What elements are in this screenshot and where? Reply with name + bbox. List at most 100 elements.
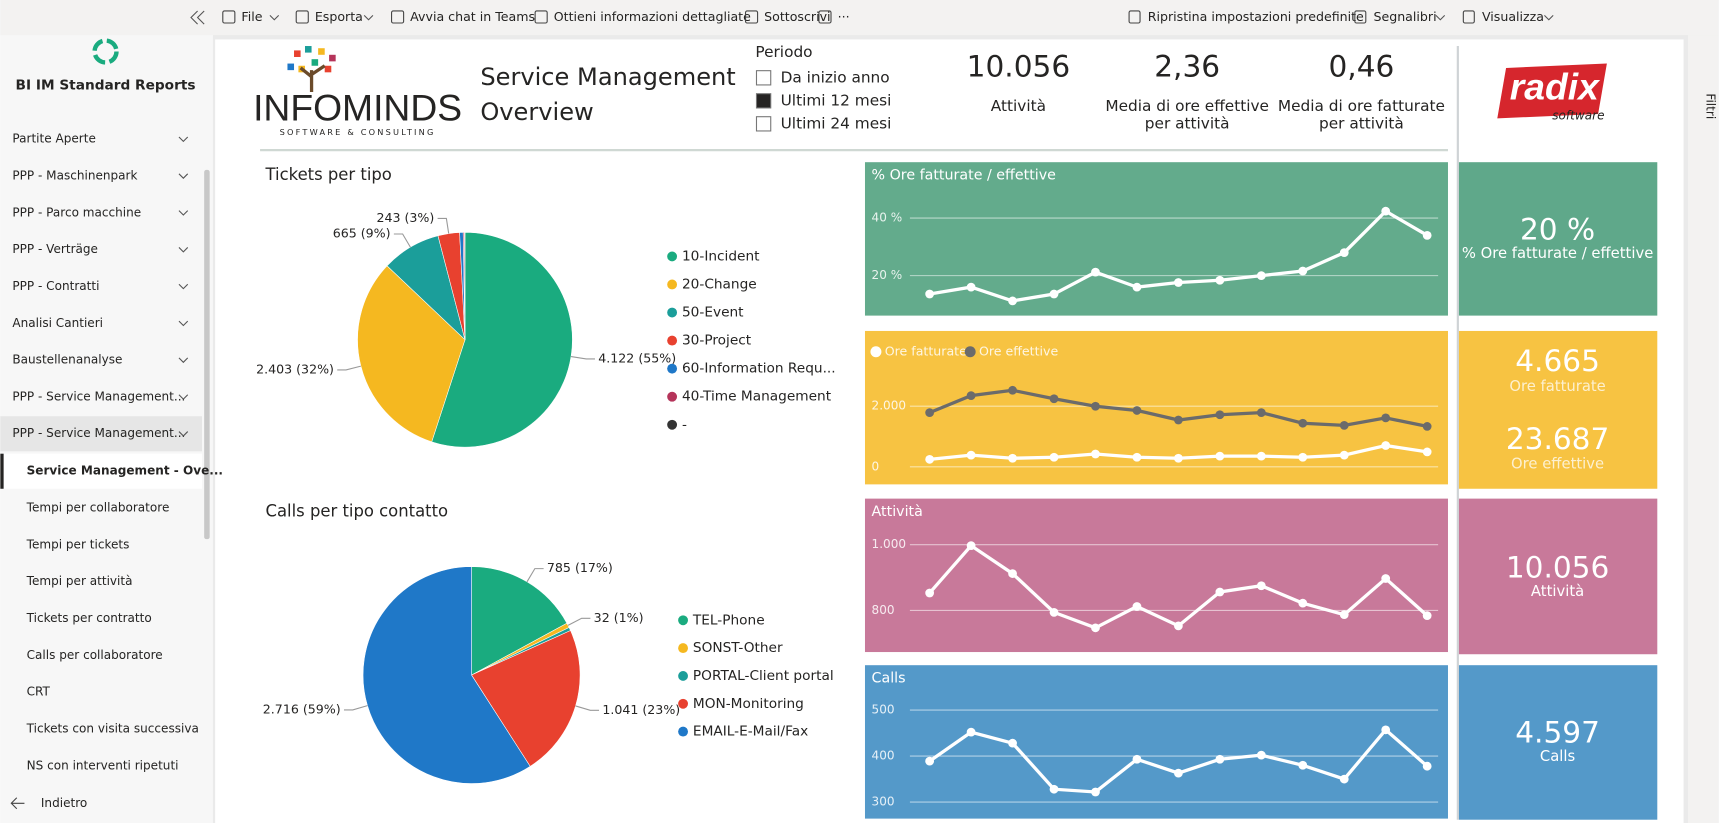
nav-section[interactable]: Baustellenanalyse — [12, 353, 122, 367]
nav-section[interactable]: PPP - Service Management... — [12, 389, 185, 403]
legend-label[interactable]: EMAIL-E-Mail/Fax — [693, 724, 808, 740]
toolbar-item[interactable]: Avvia chat in Teams — [410, 9, 535, 24]
legend-label[interactable]: 50-Event — [682, 305, 744, 321]
slicer-option[interactable]: Ultimi 12 mesi — [781, 91, 892, 109]
toolbar-icon — [295, 10, 309, 24]
nav-page[interactable]: NS con interventi ripetuti — [27, 758, 179, 772]
nav-section[interactable]: PPP - Maschinenpark — [12, 168, 137, 182]
nav-back[interactable]: Indietro — [41, 796, 87, 810]
line-point — [1049, 607, 1059, 617]
legend-label[interactable]: 10-Incident — [682, 248, 760, 264]
nav-page[interactable]: Calls per collaboratore — [27, 648, 163, 662]
nav-section[interactable]: PPP - Contratti — [12, 279, 99, 293]
legend-marker — [667, 335, 678, 346]
line-point — [1132, 602, 1142, 611]
legend-label[interactable]: 40-Time Management — [682, 389, 832, 405]
filters-label[interactable]: Filtri — [1703, 93, 1717, 119]
data-label: 2.716 (59%) — [263, 701, 341, 716]
legend-label[interactable]: SONST-Other — [693, 640, 783, 656]
toolbar-item[interactable]: Visualizza — [1482, 9, 1544, 24]
chart-panel — [864, 498, 1448, 653]
legend-label[interactable]: 30-Project — [682, 333, 752, 349]
leader-line — [437, 217, 450, 234]
legend-label[interactable]: - — [682, 417, 687, 433]
toolbar-icon — [744, 10, 759, 24]
toolbar-item[interactable]: Sottoscrivi — [764, 9, 830, 24]
logo-text: INFOMINDS — [253, 87, 462, 129]
nav-section[interactable]: PPP - Parco macchine — [12, 205, 141, 219]
nav-section[interactable]: PPP - Service Management... — [12, 426, 185, 440]
chart-title: Attività — [872, 504, 923, 520]
legend-marker — [667, 279, 678, 290]
toolbar-item[interactable]: Segnalibri — [1373, 9, 1436, 24]
line-point — [1049, 394, 1059, 404]
slicer-box[interactable] — [755, 116, 772, 132]
toolbar-item[interactable]: File — [241, 9, 262, 24]
legend-label[interactable]: 60-Information Requ... — [682, 361, 836, 377]
legend-label[interactable]: Ore fatturate — [885, 343, 967, 358]
slicer-option[interactable]: Ultimi 24 mesi — [781, 114, 892, 132]
line-point — [1256, 408, 1266, 417]
kpi-label: Attività — [991, 97, 1046, 115]
leader-line — [393, 233, 411, 248]
kpi-label: per attività — [1319, 114, 1404, 132]
slicer-box[interactable] — [755, 70, 772, 86]
legend-marker — [667, 251, 678, 262]
toolbar-item[interactable]: Ripristina impostazioni predefinite — [1148, 9, 1364, 24]
line-point — [1298, 760, 1308, 770]
chevron — [178, 210, 189, 216]
nav-active-bar — [0, 453, 4, 489]
chart-panel — [864, 665, 1448, 819]
y-tick-label: 0 — [872, 459, 880, 473]
slicer-option[interactable]: Da inizio anno — [781, 68, 890, 86]
chart-title: Tickets per tipo — [265, 165, 392, 184]
line-point — [1132, 282, 1142, 292]
line-point — [1008, 385, 1017, 395]
line-point — [1174, 621, 1183, 631]
line-point — [966, 391, 976, 400]
nav-page[interactable]: Tempi per attività — [26, 574, 133, 588]
chevron — [363, 14, 374, 21]
legend-label[interactable]: MON-Monitoring — [693, 696, 804, 712]
line-point — [1215, 587, 1225, 597]
line-point — [1008, 569, 1017, 578]
nav-page[interactable]: Tempi per collaboratore — [26, 501, 170, 515]
nav-section[interactable]: PPP - Verträge — [12, 242, 98, 256]
data-label: 665 (9%) — [333, 226, 391, 241]
line-point — [925, 588, 935, 598]
legend-label[interactable]: 20-Change — [682, 276, 757, 292]
toolbar-item[interactable]: ··· — [838, 9, 850, 24]
legend-label[interactable]: PORTAL-Client portal — [693, 668, 834, 684]
line-point — [1132, 452, 1142, 462]
card-label: Calls — [1540, 748, 1575, 765]
line-point — [1215, 754, 1225, 764]
nav-section[interactable]: Partite Aperte — [12, 132, 95, 146]
line-point — [1132, 406, 1142, 415]
line-point — [1339, 610, 1349, 620]
nav-page[interactable]: Tickets per contratto — [26, 611, 152, 625]
line-point — [1298, 452, 1308, 462]
legend-label[interactable]: Ore effettive — [979, 343, 1059, 358]
nav-page[interactable]: Service Management - Ove... — [27, 464, 223, 478]
legend-label[interactable]: TEL-Phone — [692, 612, 765, 628]
line-point — [1215, 275, 1225, 285]
toolbar-icon — [1354, 10, 1367, 24]
nav-page[interactable]: Tickets con visita successiva — [26, 721, 199, 735]
infominds-logo — [287, 46, 336, 93]
sidebar-scrollbar — [204, 169, 210, 540]
slicer-box[interactable] — [755, 93, 772, 109]
toolbar-item[interactable]: Ottieni informazioni dettagliate — [554, 9, 751, 24]
toolbar-icon — [1462, 10, 1475, 24]
line-point — [1256, 271, 1266, 280]
chevron — [178, 431, 189, 437]
toolbar-item[interactable]: Esporta — [315, 9, 363, 24]
nav-page[interactable]: CRT — [27, 685, 51, 699]
card — [1458, 665, 1658, 820]
line-point — [1008, 738, 1017, 748]
nav-page[interactable]: Tempi per tickets — [26, 537, 130, 551]
nav-section[interactable]: Analisi Cantieri — [12, 316, 103, 330]
leader-line — [570, 356, 595, 360]
data-label: 243 (3%) — [376, 210, 434, 225]
line-point — [1298, 266, 1308, 276]
